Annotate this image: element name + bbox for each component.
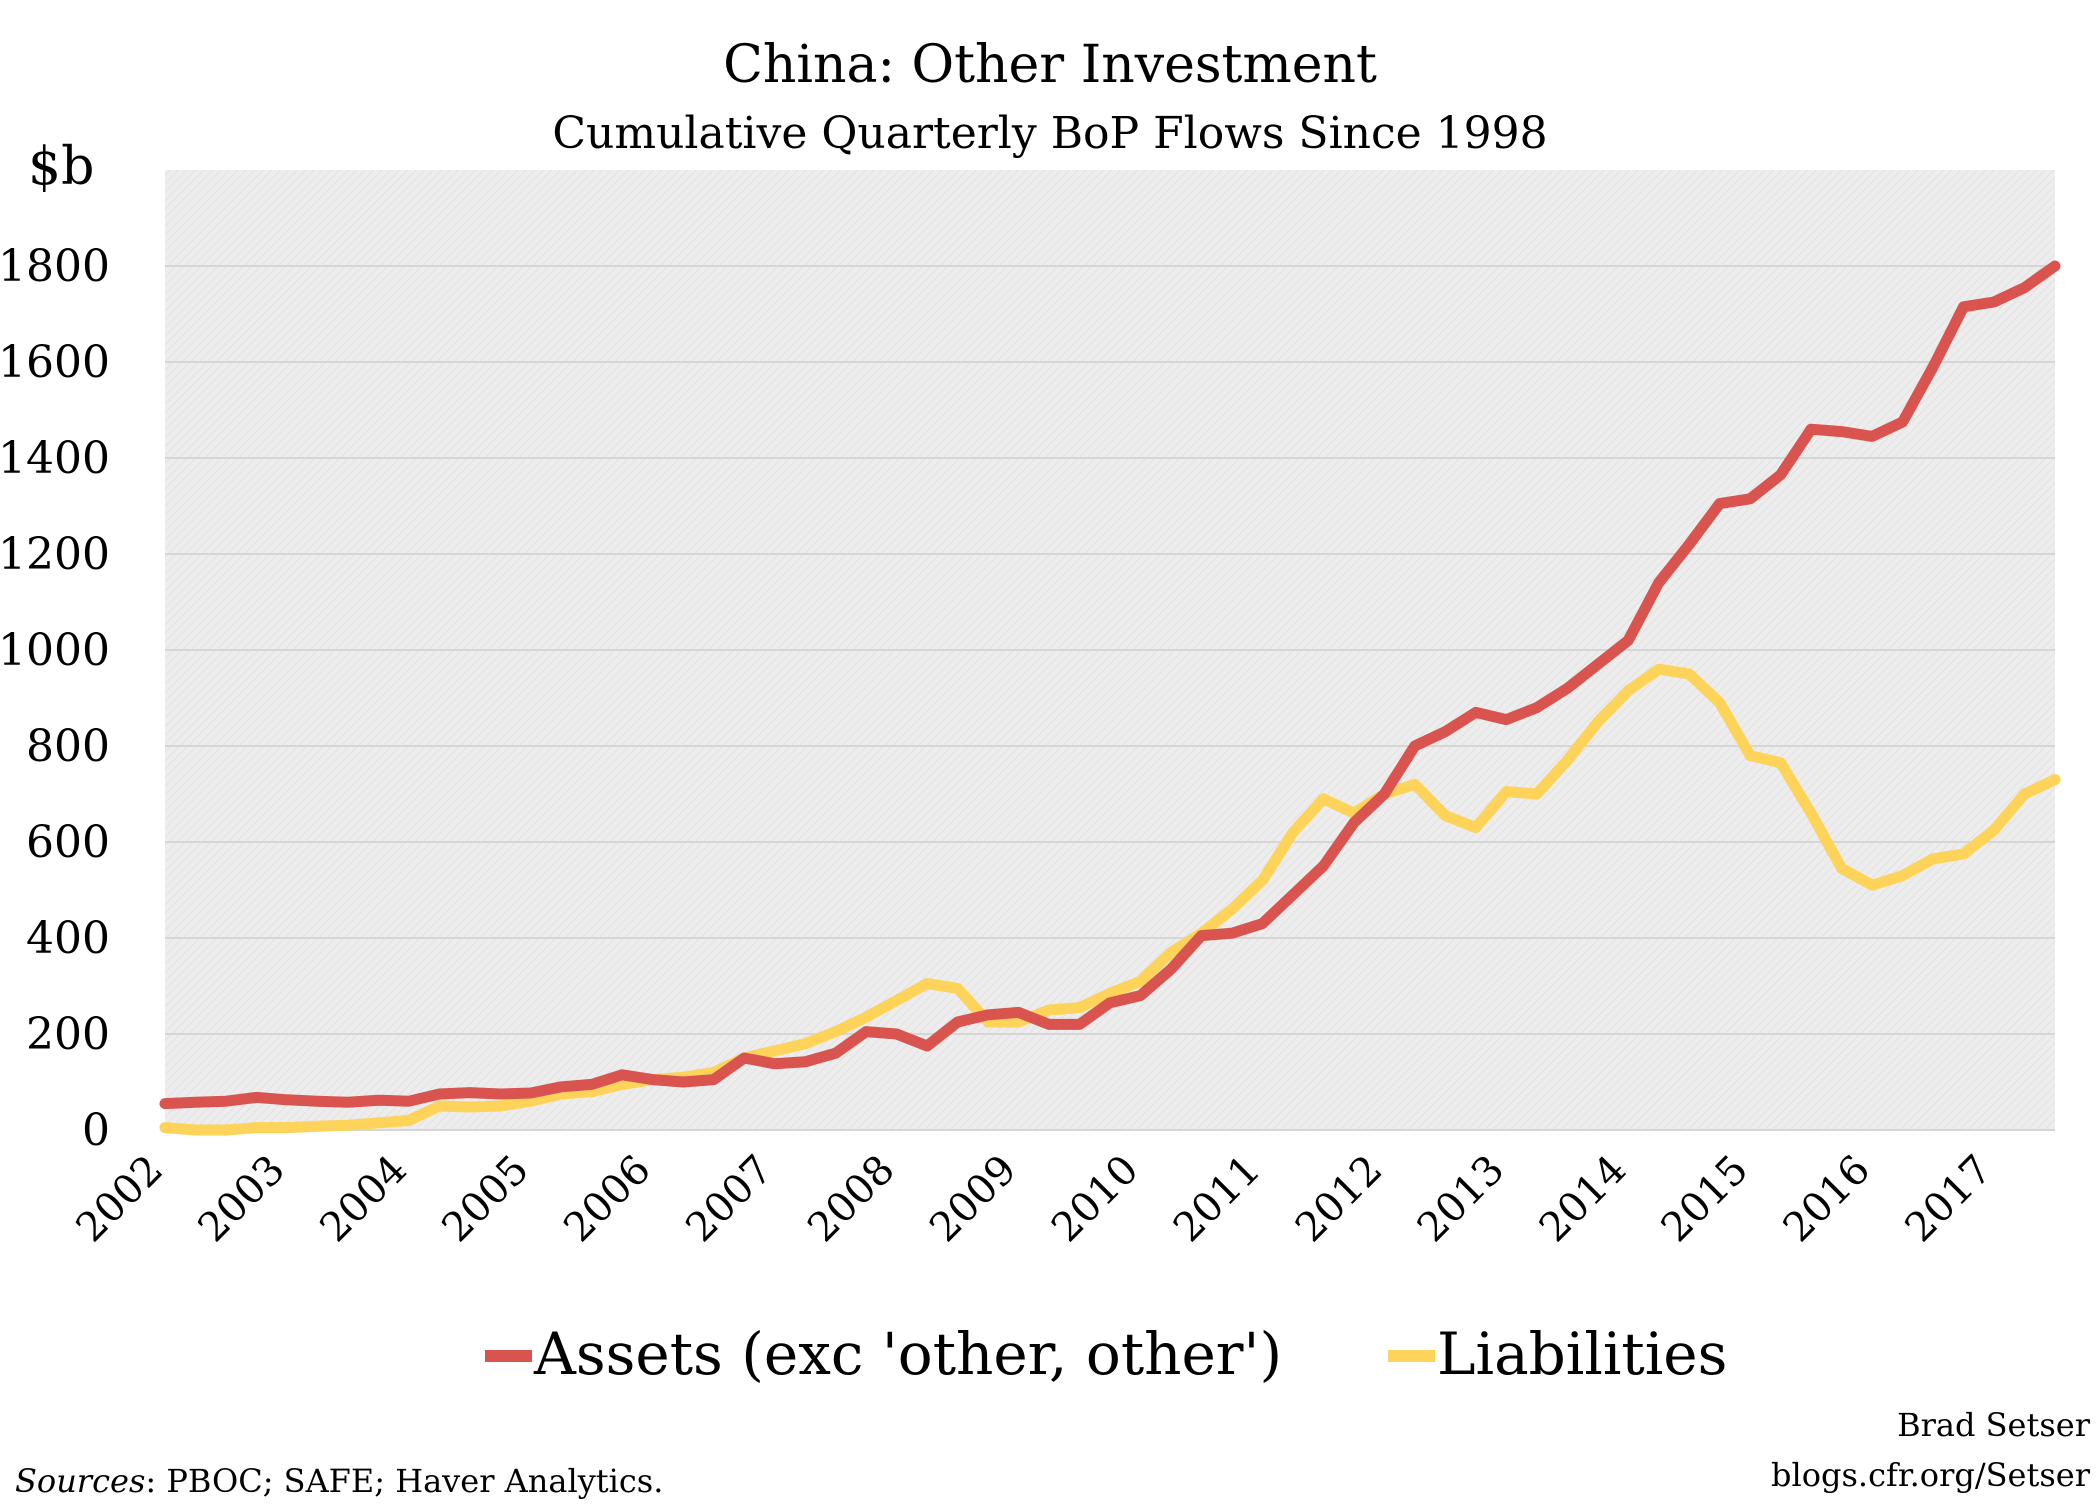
x-tick-2007: 2007 [677,1147,782,1252]
y-tick-1600: 1600 [0,337,110,388]
legend-label-liabilities: Liabilities [1437,1320,1727,1388]
legend-label-assets: Assets (exc 'other, other') [533,1320,1282,1388]
y-tick-1200: 1200 [0,529,110,580]
sources-note: Sources: PBOC; SAFE; Haver Analytics. [15,1462,663,1500]
credit-author: Brad Setser [1897,1406,2091,1444]
y-tick-400: 400 [26,913,110,964]
x-tick-2011: 2011 [1165,1147,1270,1252]
y-tick-800: 800 [26,721,110,772]
x-tick-2003: 2003 [189,1147,294,1252]
x-tick-2013: 2013 [1409,1147,1514,1252]
x-tick-2010: 2010 [1043,1147,1148,1252]
x-tick-2014: 2014 [1531,1147,1636,1252]
x-tick-2009: 2009 [921,1147,1026,1252]
y-tick-1400: 1400 [0,433,110,484]
gridlines [165,265,2055,1131]
x-tick-2015: 2015 [1653,1147,1758,1252]
x-axis-ticks: 2002 2003 2004 2005 2006 2007 2008 2009 2010 2011… [68,1147,2002,1252]
y-tick-0: 0 [82,1105,110,1156]
series-line-liabilities [159,663,2061,1136]
y-tick-200: 200 [26,1009,110,1060]
x-tick-2008: 2008 [799,1147,904,1252]
series-line-assets [159,260,2061,1110]
x-tick-2005: 2005 [433,1147,538,1252]
y-tick-1800: 1800 [0,241,110,292]
x-tick-2006: 2006 [555,1147,660,1252]
credit-url: blogs.cfr.org/Setser [1771,1456,2091,1494]
legend: Assets (exc 'other, other') Liabilities [485,1320,1727,1388]
y-axis-ticks: 0 200 400 600 800 1000 1200 1400 1600 1800 [0,241,110,1156]
x-tick-2016: 2016 [1775,1147,1880,1252]
y-tick-600: 600 [26,817,110,868]
sources-label: Sources [15,1462,145,1500]
series-lines [159,260,2061,1136]
x-tick-2004: 2004 [311,1147,416,1252]
x-tick-2017: 2017 [1897,1147,2002,1252]
chart-subtitle: Cumulative Quarterly BoP Flows Since 199… [552,108,1547,159]
chart-title: China: Other Investment [723,35,1377,95]
y-tick-1000: 1000 [0,625,110,676]
x-tick-2002: 2002 [68,1147,173,1252]
sources-text: : PBOC; SAFE; Haver Analytics. [145,1462,663,1500]
x-tick-2012: 2012 [1287,1147,1392,1252]
y-axis-unit: $b [28,137,94,197]
